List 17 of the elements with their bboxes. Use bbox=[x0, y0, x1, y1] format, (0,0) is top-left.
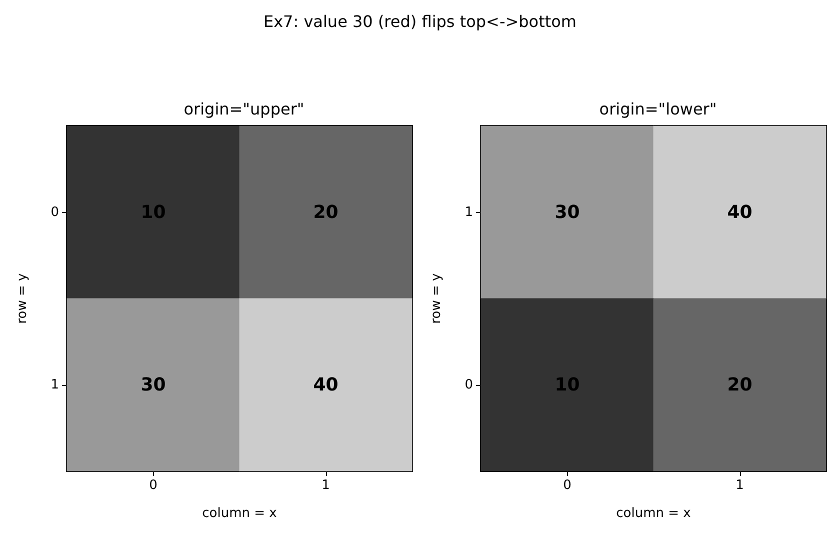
data-label: 30 bbox=[554, 202, 580, 223]
data-label: 40 bbox=[727, 202, 752, 223]
x-axis-title: column = x bbox=[616, 506, 692, 521]
text: Ex7: value 30 (red) flips top<->bottom bbox=[262, 12, 578, 31]
x-tick-label: 0 bbox=[149, 478, 158, 493]
x-tick-label: 1 bbox=[322, 478, 330, 493]
y-axis-title: row = y bbox=[429, 272, 444, 324]
y-axis-title: row = y bbox=[15, 272, 30, 324]
data-label: 30 bbox=[140, 374, 166, 396]
x-tick-label: 0 bbox=[563, 478, 572, 493]
x-tick-label: 1 bbox=[736, 478, 744, 493]
x-axis-title: column = x bbox=[202, 506, 278, 521]
data-label: 40 bbox=[313, 374, 338, 396]
data-label: 20 bbox=[727, 374, 752, 396]
data-label: 20 bbox=[313, 202, 338, 223]
chart-title: origin="lower" bbox=[599, 100, 717, 118]
chart-title: origin="upper" bbox=[184, 100, 304, 118]
